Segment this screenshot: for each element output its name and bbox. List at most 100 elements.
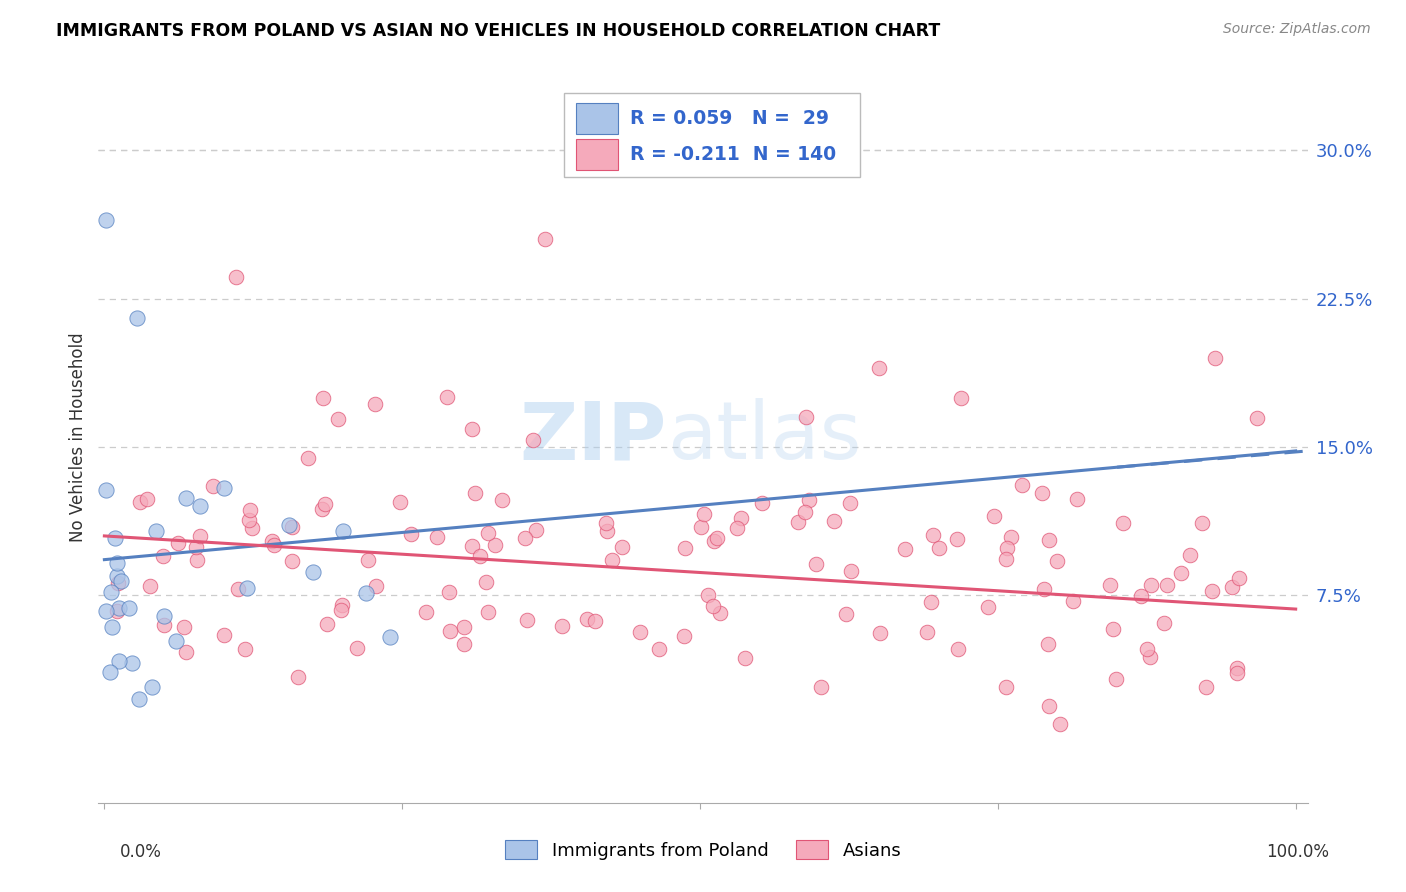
Point — [436, 390, 458, 404]
FancyBboxPatch shape — [576, 139, 619, 170]
Point — [364, 397, 387, 411]
Point — [105, 568, 128, 582]
Point — [551, 618, 574, 632]
Point — [915, 624, 938, 639]
Point — [388, 494, 411, 508]
Point — [152, 549, 174, 564]
Point — [94, 604, 117, 618]
Point — [751, 496, 773, 510]
Point — [1031, 486, 1053, 500]
Point — [1201, 584, 1223, 599]
Point — [946, 642, 969, 657]
Point — [240, 521, 263, 535]
Point — [439, 624, 461, 638]
Point — [128, 495, 150, 509]
Point — [1046, 554, 1069, 568]
Point — [316, 617, 339, 632]
Point — [415, 605, 437, 619]
Point — [675, 541, 697, 555]
Point — [174, 491, 197, 506]
Point — [920, 595, 942, 609]
Point — [628, 625, 651, 640]
Point — [236, 581, 259, 595]
Point — [977, 599, 1000, 614]
Point — [263, 538, 285, 552]
Point — [474, 575, 496, 590]
Text: atlas: atlas — [666, 398, 860, 476]
Point — [330, 603, 353, 617]
Point — [734, 650, 756, 665]
Point — [461, 422, 484, 436]
Point — [121, 656, 143, 670]
Point — [595, 516, 617, 530]
Point — [107, 575, 129, 590]
Point — [125, 311, 148, 326]
Point — [153, 617, 176, 632]
Point — [108, 654, 131, 668]
Point — [212, 627, 235, 641]
Point — [100, 585, 122, 599]
Point — [1062, 593, 1084, 607]
Point — [709, 606, 731, 620]
Point — [706, 531, 728, 545]
Point — [516, 614, 538, 628]
Point — [838, 496, 860, 510]
Point — [1156, 578, 1178, 592]
Point — [1225, 665, 1247, 680]
Point — [696, 588, 718, 602]
Point — [894, 541, 917, 556]
FancyBboxPatch shape — [564, 94, 860, 178]
Point — [233, 642, 256, 657]
Point — [596, 524, 619, 539]
Point — [426, 530, 449, 544]
Point — [278, 517, 301, 532]
Point — [1180, 548, 1202, 562]
Point — [330, 598, 353, 612]
Point — [262, 534, 284, 549]
Point — [725, 521, 748, 535]
Point — [153, 608, 176, 623]
Point — [186, 540, 208, 554]
Point — [280, 554, 302, 568]
Point — [1227, 571, 1250, 585]
Point — [703, 533, 725, 548]
Point — [128, 692, 150, 706]
Point — [135, 491, 157, 506]
Point — [869, 626, 891, 640]
Point — [1099, 578, 1122, 592]
Point — [484, 538, 506, 552]
Point — [1220, 580, 1243, 594]
Point — [534, 232, 557, 246]
Point — [1170, 566, 1192, 581]
Text: R = -0.211  N = 140: R = -0.211 N = 140 — [630, 145, 837, 164]
Point — [302, 565, 325, 579]
Point — [238, 513, 260, 527]
Point — [468, 549, 491, 563]
Point — [1226, 661, 1249, 675]
Point — [610, 540, 633, 554]
Point — [1204, 351, 1226, 365]
Point — [804, 557, 827, 571]
Point — [326, 412, 349, 426]
Point — [297, 450, 319, 465]
Point — [575, 612, 598, 626]
Point — [1032, 582, 1054, 596]
Point — [1153, 615, 1175, 630]
Point — [730, 510, 752, 524]
Point — [118, 600, 141, 615]
Point — [513, 531, 536, 545]
Point — [287, 670, 309, 684]
Y-axis label: No Vehicles in Household: No Vehicles in Household — [69, 332, 87, 542]
Point — [797, 493, 820, 508]
Point — [702, 599, 724, 614]
Point — [98, 665, 121, 679]
Point — [949, 391, 972, 405]
Point — [226, 582, 249, 597]
Point — [188, 499, 211, 513]
Point — [364, 579, 387, 593]
Point — [145, 524, 167, 538]
Point — [600, 553, 623, 567]
Point — [94, 483, 117, 498]
Text: 100.0%: 100.0% — [1265, 843, 1329, 861]
Point — [839, 564, 862, 578]
